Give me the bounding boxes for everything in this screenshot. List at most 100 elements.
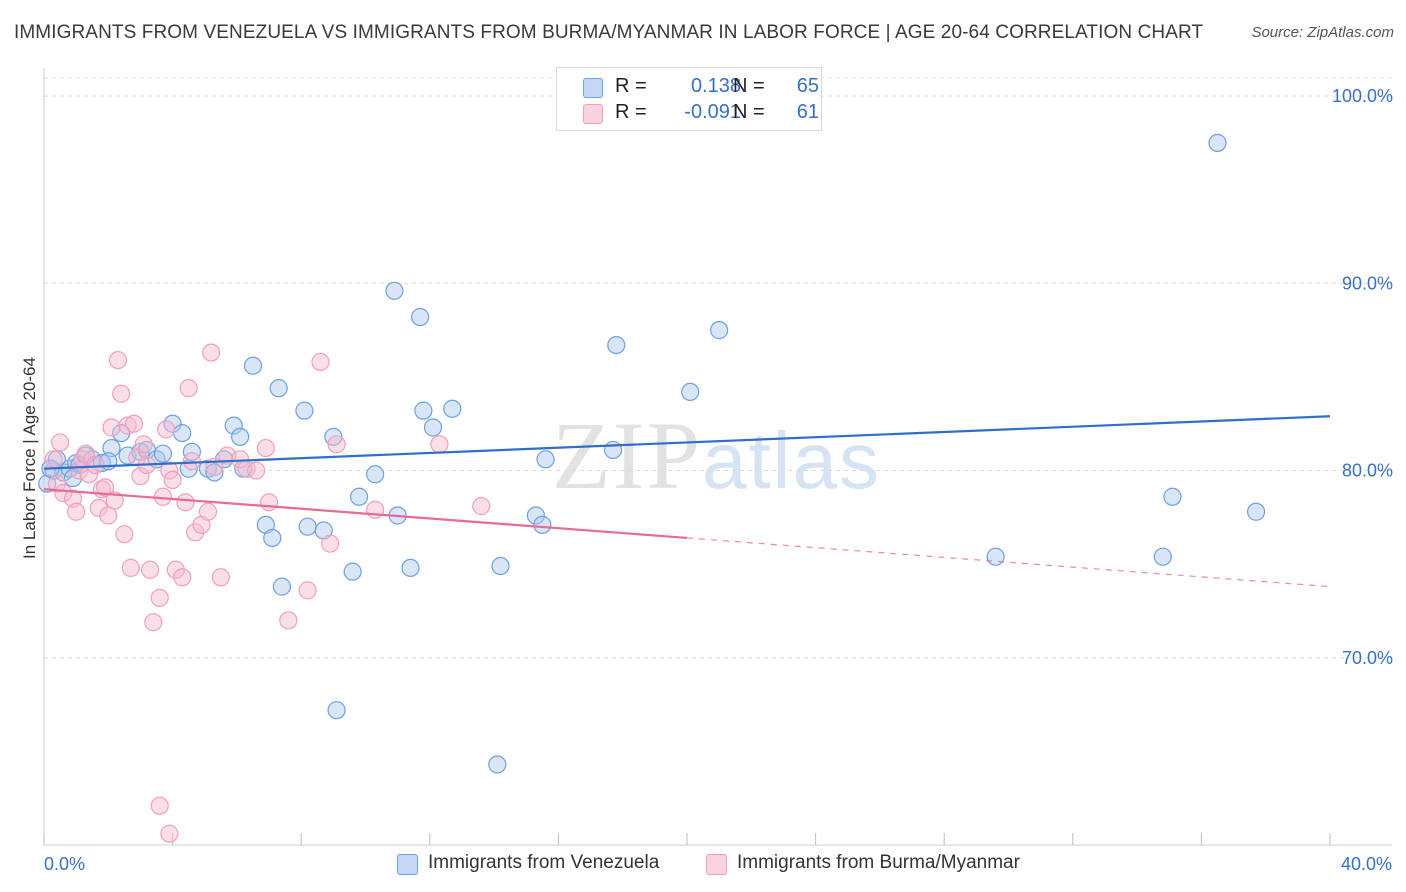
venezuela-point	[173, 423, 192, 443]
venezuela-point	[349, 487, 369, 506]
venezuela-point	[314, 521, 333, 540]
burma-point	[327, 435, 346, 454]
venezuela-point	[38, 474, 57, 493]
burma-point	[140, 560, 160, 579]
burma-point	[95, 478, 115, 497]
r-value: 0.138	[690, 75, 741, 97]
venezuela-point	[272, 577, 292, 596]
burma-point	[86, 455, 105, 475]
burma-point	[121, 558, 140, 578]
burma-point	[173, 568, 192, 587]
burma-point	[186, 523, 205, 542]
burma-point	[89, 498, 108, 518]
burma-trend-extension	[686, 537, 1331, 588]
burma-point	[102, 418, 121, 437]
venezuela-point	[414, 401, 433, 420]
n-value: 61	[796, 101, 819, 123]
burma-point	[131, 467, 150, 486]
burma-point	[67, 502, 86, 521]
venezuela-point	[385, 281, 404, 300]
venezuela-point	[423, 418, 443, 437]
r-value: -0.091	[684, 101, 741, 123]
venezuela-point	[1246, 502, 1266, 521]
burma-point	[472, 497, 491, 516]
venezuela-point	[153, 444, 173, 463]
venezuela-point	[243, 356, 263, 375]
series-legend: Immigrants from Venezuela Immigrants fro…	[0, 852, 1406, 878]
venezuela-trend-line	[43, 415, 1331, 470]
burma-trend-line	[43, 488, 688, 540]
burma-point	[166, 560, 185, 579]
n-value: 65	[796, 75, 819, 97]
y-tick-label: 80.0%	[1342, 461, 1393, 481]
venezuela-point	[295, 401, 314, 420]
venezuela-point	[411, 307, 430, 327]
venezuela-point	[256, 515, 275, 534]
venezuela-point	[488, 755, 507, 774]
burma-point	[298, 581, 317, 600]
burma-legend-label: Immigrants from Burma/Myanmar	[737, 852, 1020, 873]
venezuela-point	[710, 321, 729, 340]
venezuela-point	[327, 701, 346, 720]
venezuela-point	[401, 558, 420, 578]
correlation-legend: R = 0.138 N = 65 R = -0.091 N = 61	[556, 67, 822, 131]
venezuela-point	[533, 515, 552, 534]
venezuela-point	[263, 528, 282, 548]
burma-point	[259, 493, 279, 512]
burma-point	[176, 493, 195, 512]
venezuela-point	[986, 547, 1005, 566]
x-tick-label-min: 0.0%	[44, 854, 85, 874]
venezuela-point	[1153, 547, 1172, 566]
burma-point	[160, 824, 179, 843]
venezuela-point	[1163, 487, 1182, 506]
burma-point	[124, 414, 144, 433]
burma-point	[279, 611, 298, 630]
venezuela-swatch	[583, 78, 603, 98]
burma-point	[99, 506, 118, 525]
burma-point	[192, 515, 211, 534]
venezuela-point	[366, 465, 385, 484]
venezuela-point	[603, 440, 623, 460]
burma-point	[163, 470, 182, 490]
watermark-atlas: atlas	[702, 416, 881, 505]
venezuela-point	[1208, 133, 1227, 152]
venezuela-legend-swatch	[397, 854, 418, 875]
burma-point	[430, 435, 449, 454]
watermark: ZIPatlas	[552, 400, 881, 511]
burma-point	[256, 438, 275, 458]
burma-point	[198, 502, 218, 521]
burma-point	[311, 352, 330, 372]
venezuela-point	[681, 382, 700, 402]
burma-point	[112, 384, 131, 403]
burma-point	[115, 525, 134, 544]
burma-point	[157, 420, 176, 439]
venezuela-point	[491, 556, 510, 576]
venezuela-point	[231, 427, 250, 446]
burma-point	[118, 416, 137, 435]
burma-point	[134, 435, 153, 454]
venezuela-point	[536, 450, 555, 469]
venezuela-legend-label: Immigrants from Venezuela	[428, 852, 660, 873]
venezuela-point	[343, 562, 362, 581]
venezuela-point	[298, 517, 317, 536]
venezuela-point	[269, 379, 288, 398]
burma-point	[47, 474, 66, 493]
r-key: R =	[615, 75, 647, 97]
n-key: N =	[733, 101, 765, 123]
burma-point	[144, 613, 163, 632]
burma-point	[321, 534, 340, 553]
burma-point	[179, 379, 198, 398]
source-label: Source: ZipAtlas.com	[1251, 24, 1394, 41]
burma-point	[247, 461, 266, 480]
venezuela-point	[182, 442, 201, 461]
burma-point	[150, 588, 169, 607]
venezuela-point	[224, 416, 243, 435]
chart-title: IMMIGRANTS FROM VENEZUELA VS IMMIGRANTS …	[14, 22, 1204, 43]
venezuela-point	[112, 423, 131, 443]
y-tick-label: 70.0%	[1342, 648, 1393, 668]
burma-point	[54, 483, 73, 503]
venezuela-point	[526, 506, 545, 525]
venezuela-point	[205, 463, 224, 482]
x-tick-label-max: 40.0%	[1341, 854, 1392, 874]
burma-swatch	[583, 104, 603, 124]
